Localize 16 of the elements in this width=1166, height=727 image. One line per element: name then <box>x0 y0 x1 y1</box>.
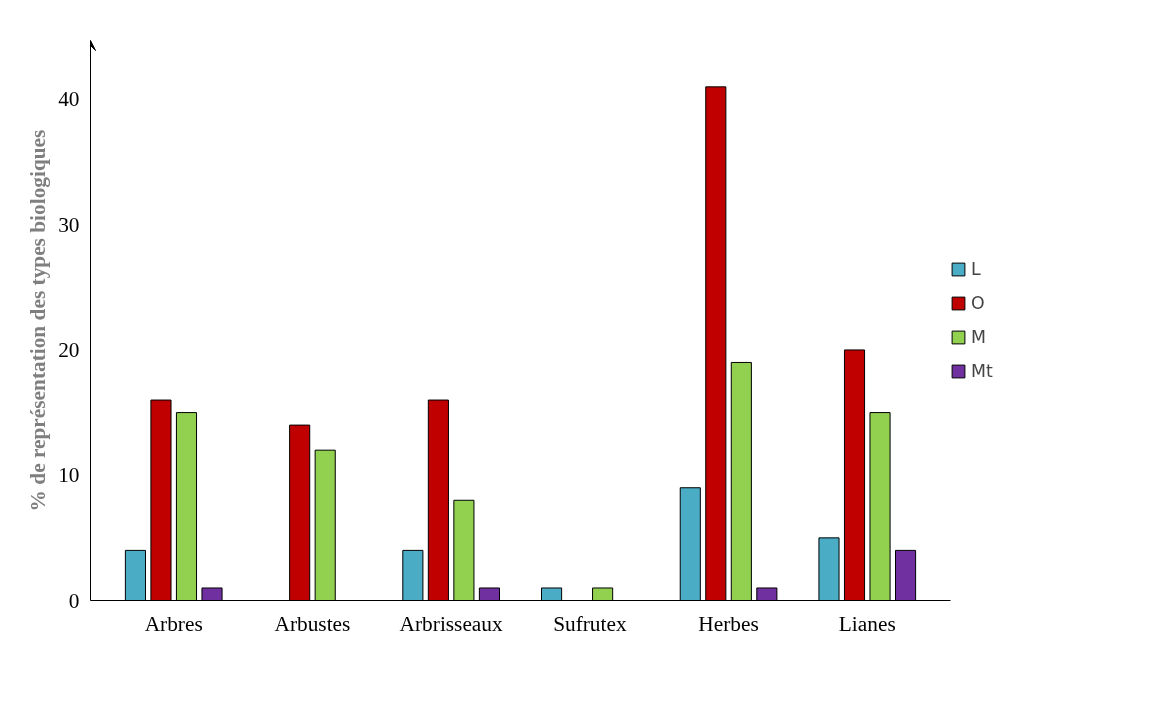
y-tick-label: 0 <box>68 588 80 613</box>
x-tick-label: Arbres <box>144 611 203 636</box>
y-tick-label: 40 <box>58 87 80 112</box>
x-tick-label: Lianes <box>838 611 896 636</box>
y-tick-label: 10 <box>58 463 80 488</box>
legend-label: L <box>971 259 982 279</box>
x-tick-label: Arbustes <box>274 611 351 636</box>
y-tick-label: 20 <box>58 337 80 362</box>
x-tick-label: Arbrisseaux <box>399 611 504 636</box>
legend-label: O <box>971 293 986 313</box>
legend-label: M <box>971 327 987 347</box>
y-axis-title: % de représentation des types biologiques <box>26 129 51 512</box>
x-tick-label: Herbes <box>698 611 759 636</box>
legend-label: Mt <box>971 361 993 381</box>
x-tick-label: Sufrutex <box>553 611 627 636</box>
y-tick-label: 30 <box>58 212 80 237</box>
